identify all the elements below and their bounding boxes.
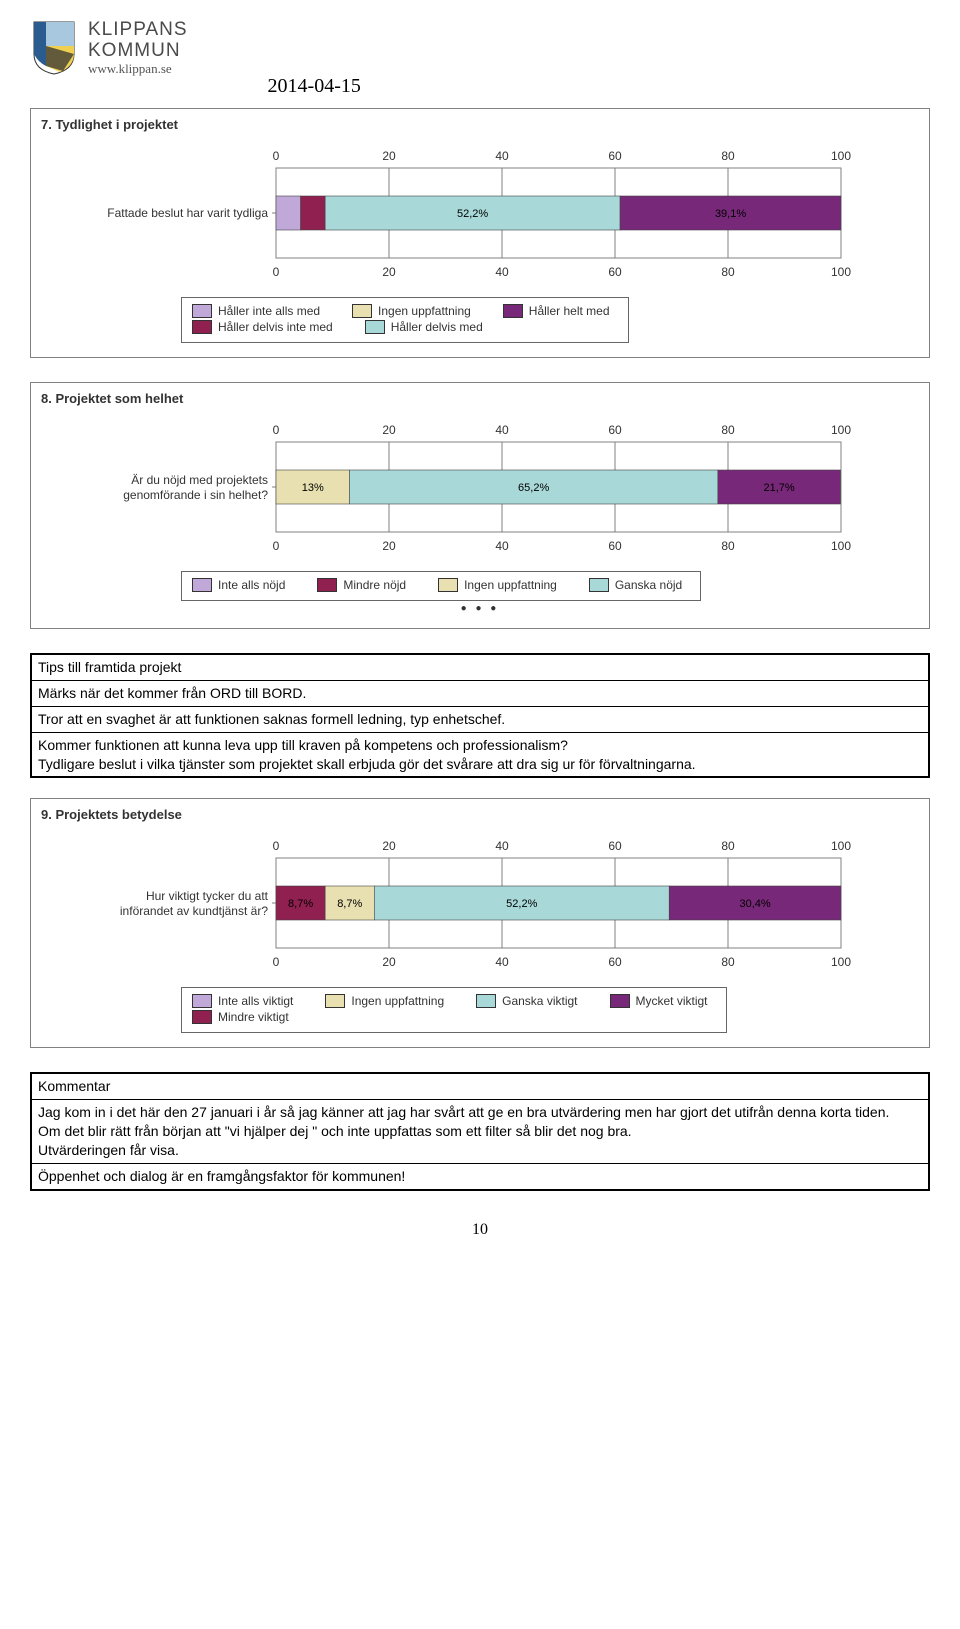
chart-legend: Inte alls nöjd Mindre nöjd Ingen uppfattni… — [181, 571, 701, 601]
chart-title: 9. Projektets betydelse — [41, 807, 919, 822]
svg-text:60: 60 — [608, 423, 622, 437]
page-date: 2014-04-15 — [268, 75, 361, 98]
text-cell: Tror att en svaghet är att funktionen sa… — [31, 706, 929, 732]
legend-more-dots: ● ● ● — [41, 603, 919, 614]
legend-item: Mindre nöjd — [317, 578, 406, 592]
svg-text:80: 80 — [721, 423, 735, 437]
logo-text: KLIPPANS KOMMUN www.klippan.se — [88, 20, 188, 76]
svg-text:80: 80 — [721, 955, 735, 969]
shield-icon — [30, 20, 78, 75]
svg-text:40: 40 — [495, 839, 509, 853]
text-cell: Öppenhet och dialog är en framgångsfakto… — [31, 1164, 929, 1190]
text-block: Tips till framtida projektMärks när det … — [30, 653, 930, 778]
chart-panel: 8. Projektet som helhet 0 0 20 20 40 40 60 60 80 8… — [30, 382, 930, 629]
svg-text:0: 0 — [273, 955, 280, 969]
chart-legend: Håller inte alls med Ingen uppfattning Hål… — [181, 297, 629, 343]
svg-text:0: 0 — [273, 423, 280, 437]
legend-item: Håller helt med — [503, 304, 610, 318]
svg-text:100: 100 — [831, 539, 851, 553]
legend-item: Håller delvis med — [365, 320, 483, 334]
svg-text:20: 20 — [382, 839, 396, 853]
legend-item: Inte alls viktigt — [192, 994, 293, 1008]
svg-text:60: 60 — [608, 539, 622, 553]
svg-text:införandet av kundtjänst är?: införandet av kundtjänst är? — [120, 904, 268, 918]
svg-text:Fattade beslut har varit tydli: Fattade beslut har varit tydliga — [107, 206, 268, 220]
svg-text:100: 100 — [831, 839, 851, 853]
svg-text:0: 0 — [273, 265, 280, 279]
svg-text:52,2%: 52,2% — [506, 898, 537, 910]
text-cell: Kommentar — [31, 1073, 929, 1099]
svg-text:60: 60 — [608, 149, 622, 163]
svg-text:40: 40 — [495, 265, 509, 279]
svg-text:60: 60 — [608, 839, 622, 853]
text-cell: Jag kom in i det här den 27 januari i år… — [31, 1100, 929, 1164]
svg-text:20: 20 — [382, 539, 396, 553]
svg-text:20: 20 — [382, 423, 396, 437]
svg-text:40: 40 — [495, 539, 509, 553]
svg-text:Hur viktigt tycker du att: Hur viktigt tycker du att — [146, 889, 269, 903]
legend-item: Håller inte alls med — [192, 304, 320, 318]
chart-panel: 9. Projektets betydelse 0 0 20 20 40 40 60 60 80 8… — [30, 798, 930, 1048]
svg-text:0: 0 — [273, 149, 280, 163]
svg-text:0: 0 — [273, 839, 280, 853]
svg-text:20: 20 — [382, 955, 396, 969]
text-cell: Märks när det kommer från ORD till BORD. — [31, 680, 929, 706]
svg-text:30,4%: 30,4% — [740, 898, 771, 910]
chart-legend: Inte alls viktigt Ingen uppfattning Ganska… — [181, 987, 727, 1033]
chart-title: 8. Projektet som helhet — [41, 391, 919, 406]
chart-panel: 7. Tydlighet i projektet 0 0 20 20 40 40 60 60 80… — [30, 108, 930, 358]
legend-item: Ingen uppfattning — [325, 994, 444, 1008]
chart-svg: 0 0 20 20 40 40 60 60 80 80 100 100 Hur viktigt tyck… — [41, 828, 861, 978]
svg-text:40: 40 — [495, 955, 509, 969]
legend-item: Ingen uppfattning — [352, 304, 471, 318]
svg-text:80: 80 — [721, 149, 735, 163]
svg-text:100: 100 — [831, 423, 851, 437]
svg-text:80: 80 — [721, 265, 735, 279]
page-number: 10 — [30, 1221, 930, 1239]
chart-svg: 0 0 20 20 40 40 60 60 80 80 100 100 Är du nöjd med p… — [41, 412, 861, 562]
legend-item: Mycket viktigt — [610, 994, 708, 1008]
logo: KLIPPANS KOMMUN www.klippan.se — [30, 20, 188, 76]
svg-text:20: 20 — [382, 265, 396, 279]
legend-item: Ganska viktigt — [476, 994, 577, 1008]
svg-text:20: 20 — [382, 149, 396, 163]
legend-item: Inte alls nöjd — [192, 578, 285, 592]
svg-text:0: 0 — [273, 539, 280, 553]
bar-segment — [301, 196, 326, 230]
page-header: KLIPPANS KOMMUN www.klippan.se 2014-04-1… — [30, 20, 930, 98]
logo-line1: KLIPPANS — [88, 20, 188, 41]
svg-text:100: 100 — [831, 955, 851, 969]
svg-text:13%: 13% — [302, 482, 324, 494]
svg-text:8,7%: 8,7% — [288, 898, 313, 910]
svg-text:21,7%: 21,7% — [764, 482, 795, 494]
legend-item: Ganska nöjd — [589, 578, 682, 592]
legend-item: Mindre viktigt — [192, 1010, 289, 1024]
svg-text:8,7%: 8,7% — [337, 898, 362, 910]
text-block: KommentarJag kom in i det här den 27 jan… — [30, 1072, 930, 1190]
svg-text:60: 60 — [608, 955, 622, 969]
svg-text:80: 80 — [721, 839, 735, 853]
svg-text:39,1%: 39,1% — [715, 208, 746, 220]
svg-text:52,2%: 52,2% — [457, 208, 488, 220]
svg-text:60: 60 — [608, 265, 622, 279]
legend-item: Ingen uppfattning — [438, 578, 557, 592]
svg-text:65,2%: 65,2% — [518, 482, 549, 494]
text-cell: Tips till framtida projekt — [31, 654, 929, 680]
svg-text:40: 40 — [495, 423, 509, 437]
svg-text:40: 40 — [495, 149, 509, 163]
chart-title: 7. Tydlighet i projektet — [41, 117, 919, 132]
bar-segment — [276, 196, 301, 230]
legend-item: Håller delvis inte med — [192, 320, 333, 334]
svg-text:80: 80 — [721, 539, 735, 553]
chart-svg: 0 0 20 20 40 40 60 60 80 80 100 100 Fattade beslut h… — [41, 138, 861, 288]
svg-text:Är du nöjd med projektets: Är du nöjd med projektets — [131, 473, 268, 487]
logo-line2: KOMMUN — [88, 41, 188, 62]
logo-url: www.klippan.se — [88, 62, 188, 76]
svg-text:genomförande i sin helhet?: genomförande i sin helhet? — [123, 488, 268, 502]
svg-text:100: 100 — [831, 149, 851, 163]
text-cell: Kommer funktionen att kunna leva upp til… — [31, 732, 929, 777]
svg-text:100: 100 — [831, 265, 851, 279]
